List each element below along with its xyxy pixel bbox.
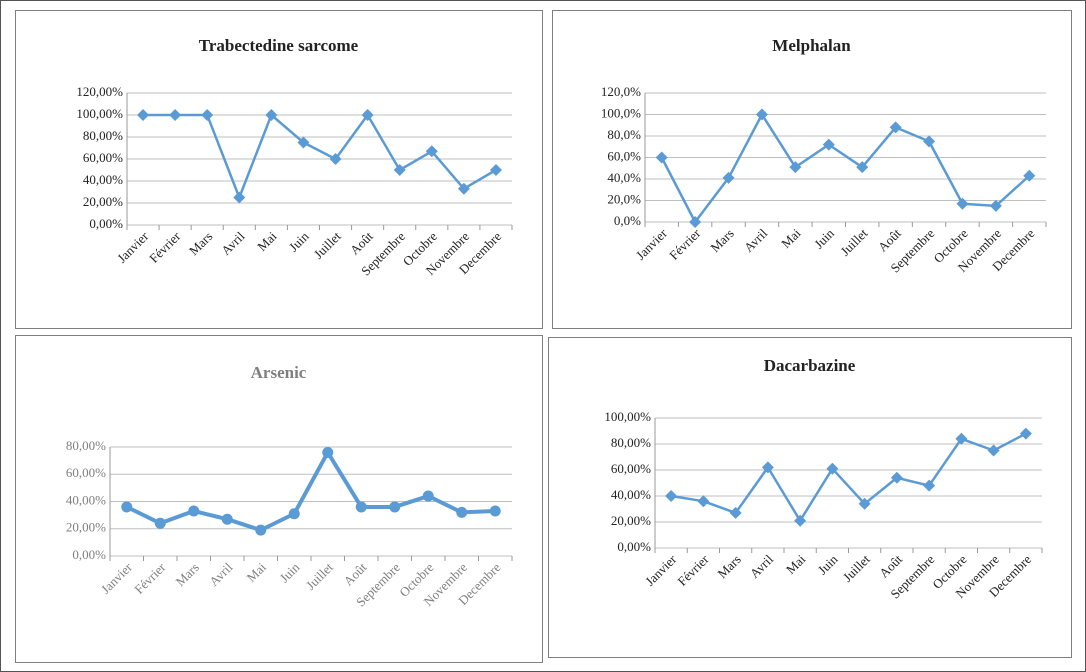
y-tick-label: 40,00% bbox=[611, 487, 651, 502]
marker bbox=[1023, 169, 1036, 182]
marker bbox=[729, 506, 742, 519]
chart-title: Dacarbazine bbox=[764, 356, 856, 375]
marker bbox=[265, 109, 278, 121]
y-tick-label: 0,00% bbox=[72, 547, 106, 562]
marker bbox=[361, 109, 374, 121]
chart-panel: Arsenic0,00%20,00%40,00%60,00%80,00%Janv… bbox=[15, 335, 543, 663]
marker bbox=[221, 513, 233, 525]
marker bbox=[789, 161, 802, 174]
marker bbox=[1019, 427, 1032, 440]
marker bbox=[858, 497, 871, 510]
marker bbox=[697, 495, 710, 508]
marker bbox=[322, 446, 334, 458]
y-tick-label: 20,00% bbox=[83, 194, 123, 209]
y-tick-label: 80,00% bbox=[611, 435, 651, 450]
marker bbox=[489, 505, 501, 517]
panel-frame bbox=[548, 337, 1072, 658]
chart-title: Melphalan bbox=[772, 36, 851, 55]
y-tick-label: 100,0% bbox=[601, 105, 641, 120]
marker bbox=[154, 517, 166, 529]
marker bbox=[665, 490, 678, 502]
chart-panel: Melphalan 0,0% 20,0% 40,0% 60,0% 80,0% 100,0% 1… bbox=[552, 10, 1072, 329]
marker bbox=[761, 461, 774, 474]
chart-title: Arsenic bbox=[251, 363, 307, 382]
y-tick-label: 80,00% bbox=[83, 128, 123, 143]
y-tick-label: 60,00% bbox=[611, 461, 651, 476]
y-tick-label: 60,0% bbox=[607, 148, 641, 163]
marker bbox=[137, 109, 150, 121]
marker bbox=[722, 171, 735, 184]
marker bbox=[121, 501, 133, 513]
marker bbox=[989, 199, 1002, 212]
y-tick-label: 100,00% bbox=[76, 106, 123, 121]
marker bbox=[956, 197, 969, 210]
y-tick-label: 0,00% bbox=[617, 539, 651, 554]
y-tick-label: 100,00% bbox=[604, 409, 651, 424]
marker bbox=[955, 432, 968, 445]
marker bbox=[856, 161, 869, 174]
marker bbox=[355, 501, 367, 513]
marker bbox=[489, 164, 502, 176]
marker bbox=[393, 164, 406, 176]
marker bbox=[923, 135, 936, 148]
chart-panel: Trabectedine sarcome 0,00% 20,00% 40,00% 60,… bbox=[15, 10, 543, 329]
chart-title: Trabectedine sarcome bbox=[199, 36, 359, 55]
marker bbox=[923, 479, 936, 492]
marker bbox=[425, 145, 438, 158]
y-tick-label: 60,00% bbox=[66, 465, 106, 480]
marker bbox=[422, 490, 434, 502]
marker bbox=[794, 514, 807, 527]
y-tick-label: 40,00% bbox=[83, 172, 123, 187]
marker bbox=[755, 108, 768, 121]
series-line bbox=[670, 432, 1027, 522]
y-tick-label: 40,0% bbox=[607, 170, 641, 185]
marker bbox=[201, 109, 214, 121]
y-tick-label: 60,00% bbox=[83, 150, 123, 165]
marker bbox=[822, 138, 835, 151]
y-tick-label: 80,0% bbox=[607, 127, 641, 142]
panel-frame bbox=[15, 335, 543, 663]
y-tick-label: 20,00% bbox=[66, 520, 106, 535]
marker bbox=[297, 136, 310, 149]
marker bbox=[169, 109, 182, 121]
marker bbox=[826, 462, 839, 475]
marker bbox=[987, 444, 1000, 457]
marker bbox=[389, 501, 401, 513]
y-tick-label: 0,0% bbox=[614, 213, 641, 228]
marker bbox=[329, 153, 342, 165]
panel-frame bbox=[15, 10, 543, 329]
marker bbox=[188, 505, 200, 517]
y-tick-label: 120,0% bbox=[601, 84, 641, 99]
marker bbox=[889, 121, 902, 134]
y-tick-label: 20,0% bbox=[607, 191, 641, 206]
chart-panel: Dacarbazine 0,00% 20,00% 40,00% 60,00% 80,00%… bbox=[548, 337, 1072, 658]
y-tick-label: 120,00% bbox=[76, 84, 123, 99]
marker bbox=[456, 506, 468, 518]
series-line bbox=[125, 450, 496, 533]
marker bbox=[890, 471, 903, 484]
marker bbox=[255, 524, 267, 536]
marker bbox=[288, 508, 300, 520]
marker bbox=[689, 216, 702, 228]
y-tick-label: 20,00% bbox=[611, 513, 651, 528]
marker bbox=[233, 191, 246, 204]
marker bbox=[457, 182, 470, 195]
marker bbox=[655, 151, 668, 164]
y-tick-label: 80,00% bbox=[66, 438, 106, 453]
y-tick-label: 40,00% bbox=[66, 492, 106, 507]
panel-frame bbox=[552, 10, 1072, 329]
y-tick-label: 0,00% bbox=[89, 216, 123, 231]
